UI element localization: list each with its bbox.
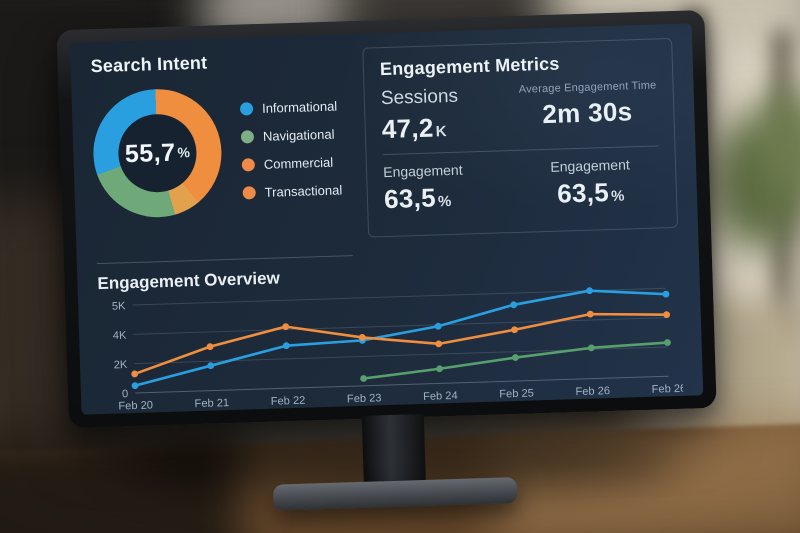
donut-center-value: 55,7 — [124, 138, 176, 168]
point-orange-feb-23[interactable] — [358, 334, 366, 341]
engagement-overview-chart: 0 2K 4K 5K Feb 20 Feb 21 Feb 22 Feb 23 Feb 24 Feb… — [112, 287, 683, 413]
donut-center-percent-sign: % — [177, 144, 191, 161]
metric-engagement-right: Engagement 63,5% — [521, 155, 661, 210]
point-blue-feb-24[interactable] — [434, 322, 442, 330]
legend-label: Informational — [261, 98, 338, 116]
point-green-feb-26[interactable] — [587, 344, 595, 352]
engagement-metrics-grid: Sessions 47,2K Average Engagement Time 2… — [381, 79, 661, 215]
metric-engagement-right-label: Engagement — [550, 156, 630, 175]
point-orange-feb-25[interactable] — [511, 326, 519, 334]
x-tick-0: Feb 20 — [118, 400, 153, 413]
legend-item-commercial[interactable]: Commercial — [241, 154, 342, 172]
metric-engagement-right-value: 63,5% — [556, 177, 625, 209]
engagement-metrics-title: Engagement Metrics — [379, 53, 560, 80]
x-tick-1: Feb 21 — [194, 397, 229, 410]
legend-item-informational[interactable]: Informational — [239, 98, 340, 116]
point-orange-feb-22[interactable] — [282, 323, 290, 331]
legend-dot — [242, 185, 256, 200]
point-orange-feb-26[interactable] — [663, 311, 671, 319]
x-tick-4: Feb 24 — [423, 390, 458, 403]
point-green-feb-25[interactable] — [512, 354, 519, 361]
x-tick-3: Feb 23 — [347, 392, 382, 405]
gridline-4K — [133, 317, 667, 335]
point-orange-feb-21[interactable] — [206, 343, 214, 351]
point-blue-feb-22[interactable] — [282, 342, 290, 350]
point-blue-feb-25[interactable] — [510, 301, 518, 309]
legend-item-navigational[interactable]: Navigational — [240, 126, 341, 144]
legend-label: Navigational — [262, 126, 335, 144]
point-blue-feb-26[interactable] — [586, 287, 594, 295]
line-orange — [133, 312, 668, 376]
x-tick-6: Feb 26 — [575, 385, 610, 398]
metric-engagement-left: Engagement 63,5% — [383, 160, 522, 215]
metric-sessions-value: 47,2K — [381, 112, 448, 145]
engagement-overview-section: Engagement Overview 0 2K 4K 5K Feb 20 Feb 21 F… — [97, 256, 683, 415]
metrics-row-divider — [382, 145, 659, 156]
monitor-stand-neck — [361, 413, 426, 486]
point-green-feb-26[interactable] — [664, 339, 671, 346]
monitor-screen: Search Intent 55,7 % Informational Naviga… — [69, 23, 704, 415]
donut-center: 55,7 % — [117, 112, 198, 194]
point-blue-feb-26[interactable] — [662, 290, 670, 298]
x-tick-2: Feb 22 — [271, 395, 306, 408]
point-orange-feb-24[interactable] — [435, 340, 443, 348]
point-orange-feb-20[interactable] — [131, 370, 139, 378]
legend-dot — [239, 101, 254, 116]
gridline-5K — [132, 287, 666, 306]
monitor-bezel: Search Intent 55,7 % Informational Naviga… — [56, 9, 717, 429]
metric-engagement-left-label: Engagement — [382, 161, 463, 181]
metric-sessions-label: Sessions — [380, 85, 459, 110]
background-plant-leaves — [758, 85, 800, 200]
monitor: Search Intent 55,7 % Informational Naviga… — [56, 9, 720, 517]
y-tick-2K: 2K — [114, 359, 129, 371]
point-green-feb-23[interactable] — [360, 375, 368, 382]
point-blue-feb-20[interactable] — [131, 382, 139, 390]
metric-sessions: Sessions 47,2K — [381, 84, 521, 145]
y-tick-4K: 4K — [113, 330, 128, 342]
y-tick-5K: 5K — [112, 300, 127, 312]
dashboard-top-row: Search Intent 55,7 % Informational Naviga… — [90, 37, 679, 265]
metric-avg-time-label: Average Engagement Time — [518, 79, 657, 96]
y-tick-0: 0 — [122, 388, 129, 400]
metric-engagement-left-value: 63,5% — [383, 182, 452, 215]
plant-pot — [702, 298, 800, 448]
search-intent-title: Search Intent — [90, 52, 208, 77]
metric-avg-engagement-time: Average Engagement Time 2m 30s — [518, 79, 658, 140]
search-intent-body: 55,7 % Informational Navigational Commerci… — [91, 83, 351, 220]
search-intent-card: Search Intent 55,7 % Informational Naviga… — [90, 48, 353, 265]
metric-avg-time-value: 2m 30s — [541, 96, 633, 130]
x-tick-7: Feb 26 — [651, 383, 683, 396]
point-green-feb-24[interactable] — [436, 365, 443, 373]
point-orange-feb-26[interactable] — [586, 310, 594, 318]
legend-label: Transactional — [264, 181, 343, 200]
line-blue — [133, 289, 668, 387]
point-blue-feb-21[interactable] — [207, 362, 215, 370]
legend-dot — [241, 157, 256, 172]
engagement-metrics-card: Engagement Metrics Sessions 47,2K Averag… — [362, 37, 679, 238]
legend-label: Commercial — [263, 154, 334, 172]
search-intent-donut-chart: 55,7 % — [91, 87, 224, 220]
legend-dot — [240, 129, 255, 144]
search-intent-legend: Informational Navigational Commercial Trans… — [239, 98, 342, 200]
legend-item-transactional[interactable]: Transactional — [242, 182, 342, 200]
gridline-0 — [135, 375, 669, 394]
x-tick-5: Feb 25 — [499, 388, 534, 401]
